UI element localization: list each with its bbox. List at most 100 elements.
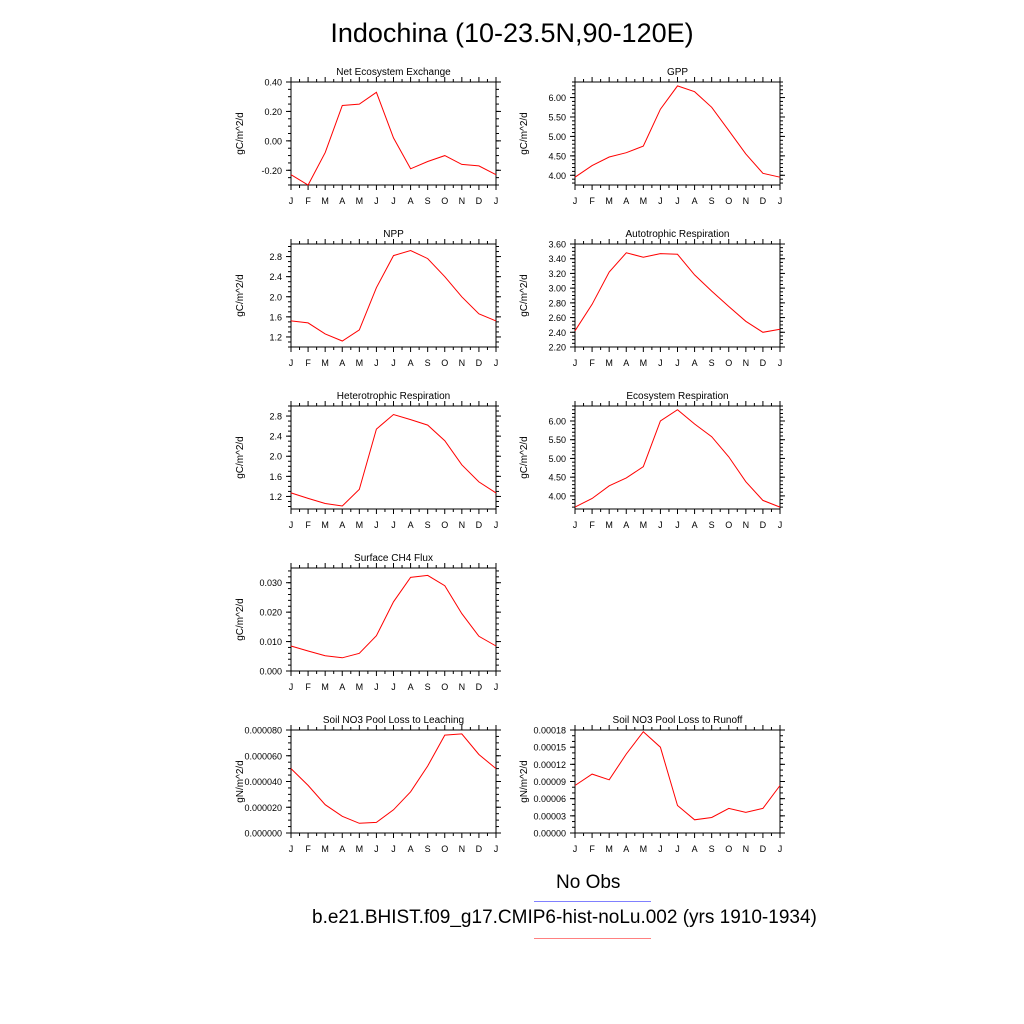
x-tick-label: M (356, 358, 364, 368)
x-tick-label: J (778, 358, 783, 368)
y-tick-label: 3.60 (548, 240, 566, 250)
y-tick-label: 4.00 (548, 171, 566, 181)
x-tick-label: J (374, 520, 379, 530)
x-tick-label: D (476, 196, 483, 206)
y-tick-label: 0.020 (259, 608, 282, 618)
x-tick-label: M (321, 682, 329, 692)
y-axis-label: gN/m^2/d (235, 760, 246, 803)
x-tick-label: J (658, 358, 663, 368)
plot-frame (290, 567, 497, 672)
y-tick-label: 3.40 (548, 254, 566, 264)
y-tick-label: 0.00009 (533, 777, 566, 787)
x-tick-label: J (494, 682, 499, 692)
x-tick-label: J (494, 520, 499, 530)
x-tick-label: A (339, 196, 345, 206)
y-tick-label: 5.50 (548, 435, 566, 445)
panel-title: Autotrophic Respiration (626, 229, 730, 240)
series-line (290, 413, 497, 507)
y-tick-label: 0.000000 (244, 829, 282, 839)
x-tick-label: J (573, 358, 578, 368)
y-axis-label: gC/m^2/d (519, 436, 530, 479)
x-tick-label: M (640, 196, 648, 206)
y-tick-label: 0.00 (264, 136, 282, 146)
x-tick-label: M (605, 844, 613, 854)
panel-title: Soil NO3 Pool Loss to Runoff (613, 715, 743, 726)
y-tick-label: 0.000 (259, 667, 282, 677)
x-tick-label: M (640, 358, 648, 368)
x-tick-label: S (425, 358, 431, 368)
y-tick-label: 0.000060 (244, 751, 282, 761)
x-tick-label: S (425, 196, 431, 206)
x-tick-label: M (640, 520, 648, 530)
x-tick-label: N (459, 844, 466, 854)
legend-obs-label: No Obs (556, 872, 621, 893)
x-tick-label: N (459, 682, 466, 692)
plot-frame (290, 81, 497, 186)
x-tick-label: A (623, 844, 629, 854)
plot-frame (290, 405, 497, 510)
x-tick-label: S (425, 844, 431, 854)
y-tick-label: 1.6 (269, 312, 282, 322)
x-tick-label: A (623, 358, 629, 368)
x-tick-label: O (725, 196, 732, 206)
x-tick-label: A (692, 196, 698, 206)
x-tick-label: J (289, 844, 294, 854)
x-tick-label: F (305, 682, 311, 692)
x-tick-label: J (675, 520, 680, 530)
x-tick-label: J (494, 196, 499, 206)
x-tick-label: S (709, 520, 715, 530)
series-line (574, 730, 781, 821)
y-tick-label: 0.000080 (244, 726, 282, 736)
figure-title: Indochina (10-23.5N,90-120E) (330, 18, 694, 48)
y-tick-label: 2.0 (269, 452, 282, 462)
y-tick-label: 2.8 (269, 412, 282, 422)
x-tick-label: N (743, 844, 750, 854)
panel-title: Heterotrophic Respiration (337, 391, 450, 402)
x-tick-label: O (725, 358, 732, 368)
series-line (290, 733, 497, 824)
x-tick-label: M (356, 682, 364, 692)
x-tick-label: J (374, 682, 379, 692)
y-tick-label: 1.2 (269, 332, 282, 342)
plot-frame (574, 729, 781, 834)
x-tick-label: F (305, 196, 311, 206)
x-tick-label: N (459, 358, 466, 368)
x-tick-label: A (692, 520, 698, 530)
y-tick-label: 5.00 (548, 454, 566, 464)
legend-model-label: b.e21.BHIST.f09_g17.CMIP6-hist-noLu.002 … (312, 907, 817, 928)
y-tick-label: -0.20 (261, 166, 282, 176)
x-tick-label: F (305, 358, 311, 368)
x-tick-label: J (391, 844, 396, 854)
x-tick-label: J (573, 844, 578, 854)
legend-model-line (534, 938, 651, 939)
series-line (290, 91, 497, 186)
y-tick-label: 4.50 (548, 151, 566, 161)
x-tick-label: S (425, 682, 431, 692)
x-tick-label: F (305, 520, 311, 530)
series-line (574, 409, 781, 508)
x-tick-label: M (356, 520, 364, 530)
x-tick-label: A (692, 844, 698, 854)
x-tick-label: N (459, 196, 466, 206)
x-tick-label: N (743, 196, 750, 206)
panel-title: Ecosystem Respiration (626, 391, 728, 402)
x-tick-label: J (658, 520, 663, 530)
series-line (290, 574, 497, 659)
x-tick-label: O (725, 844, 732, 854)
x-tick-label: A (408, 844, 414, 854)
series-line (574, 85, 781, 178)
y-axis-label: gC/m^2/d (235, 598, 246, 641)
x-tick-label: J (573, 196, 578, 206)
y-axis-label: gN/m^2/d (519, 760, 530, 803)
x-tick-label: D (760, 520, 767, 530)
x-tick-label: J (391, 520, 396, 530)
x-tick-label: J (573, 520, 578, 530)
plot-frame (574, 81, 781, 186)
y-tick-label: 0.40 (264, 78, 282, 88)
x-tick-label: J (658, 196, 663, 206)
x-tick-label: J (289, 682, 294, 692)
x-tick-label: A (408, 682, 414, 692)
